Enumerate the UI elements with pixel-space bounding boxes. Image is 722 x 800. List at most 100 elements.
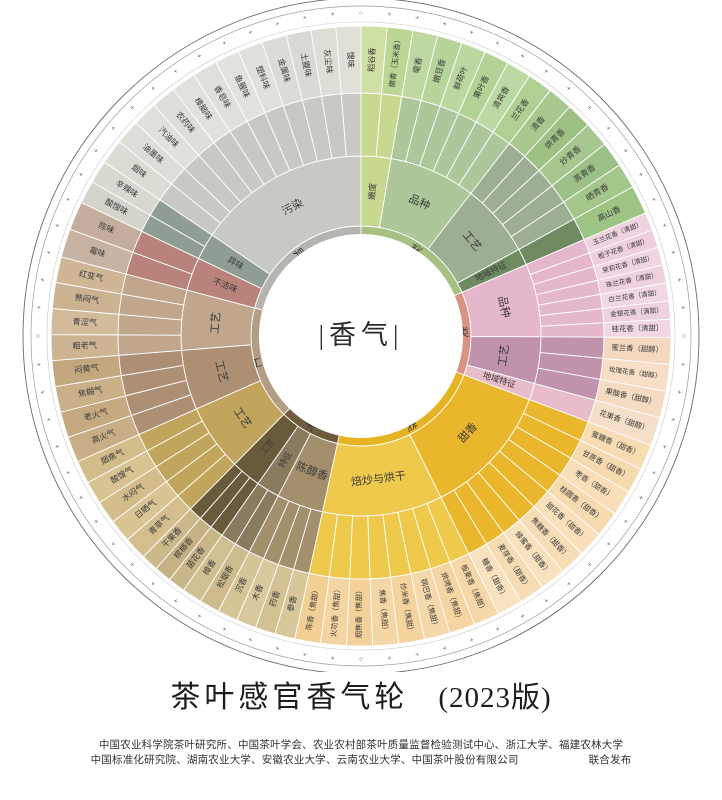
outer-ring-plus-tick: + xyxy=(302,650,308,660)
outer-ring-plus-tick: + xyxy=(649,196,659,204)
outer-ring-plus-tick: + xyxy=(91,146,101,155)
outer-ring-plus-tick: + xyxy=(330,653,335,662)
outer-ring-plus-tick: + xyxy=(621,517,631,526)
ring4-label: 灰尘味 xyxy=(322,49,335,75)
outer-ring-plus-tick: + xyxy=(678,305,687,310)
outer-ring-plus-tick: + xyxy=(149,84,158,94)
ring4-label: 烟焦香（焦甜） xyxy=(354,587,363,639)
ring4-label: 蜜兰香（甜醇） xyxy=(611,343,663,354)
outer-ring-plus-tick: + xyxy=(34,362,43,367)
outer-ring-plus-tick: + xyxy=(441,643,447,653)
outer-ring-plus-tick: + xyxy=(330,9,335,18)
ring2-label: 嫩度 xyxy=(366,182,377,200)
outer-ring-plus-tick: + xyxy=(149,579,158,589)
outer-ring-plus-tick: + xyxy=(675,277,685,283)
center-label: |香气| xyxy=(319,320,404,350)
ring2-label: 工艺 xyxy=(496,344,512,368)
footer-line-2: 中国标准化研究院、湖南农业大学、安徽农业大学、云南农业大学、中国茶叶股份有限公司… xyxy=(0,753,722,768)
outer-ring-circle-tick: ○ xyxy=(35,334,42,338)
outer-ring-plus-tick: + xyxy=(542,596,551,606)
outer-ring-plus-tick: + xyxy=(34,305,43,310)
outer-ring-plus-tick: + xyxy=(678,362,687,367)
ring3-segment[interactable] xyxy=(349,515,371,580)
outer-ring-plus-tick: + xyxy=(585,103,594,112)
outer-ring-plus-tick: + xyxy=(387,9,392,18)
outer-ring-plus-tick: + xyxy=(128,560,137,569)
outer-ring-plus-tick: + xyxy=(542,66,551,76)
outer-ring-plus-tick: + xyxy=(221,38,229,48)
outer-ring-plus-tick: + xyxy=(564,579,573,589)
ring4-label: 粗老气 xyxy=(72,340,97,351)
ring4-label: 桂花香（清甜） xyxy=(611,323,663,333)
outer-ring-plus-tick: + xyxy=(52,443,62,450)
outer-ring-plus-tick: + xyxy=(195,611,203,621)
ring4-label: 焦糊气 xyxy=(77,384,103,399)
ring2-label: 工艺 xyxy=(208,311,223,334)
outer-ring-plus-tick: + xyxy=(76,494,86,502)
outer-ring-plus-tick: + xyxy=(494,624,502,634)
outer-ring-plus-tick: + xyxy=(247,635,254,645)
outer-ring-plus-tick: + xyxy=(494,38,502,48)
outer-ring-plus-tick: + xyxy=(247,27,254,37)
ring2-label: 品种 xyxy=(495,294,513,318)
outer-ring-plus-tick: + xyxy=(128,103,137,112)
ring4-label: 闷黄气 xyxy=(74,362,100,375)
page-title: 茶叶感官香气轮 xyxy=(170,681,409,714)
outer-ring-plus-tick: + xyxy=(519,611,527,621)
ring4-label: 药香 xyxy=(267,589,282,608)
outer-ring-plus-tick: + xyxy=(668,416,678,422)
outer-ring-plus-tick: + xyxy=(585,560,594,569)
outer-ring-plus-tick: + xyxy=(63,196,73,204)
ring4-label: 馊味 xyxy=(346,51,357,68)
outer-ring-plus-tick: + xyxy=(660,443,670,450)
outer-ring-circle-tick: ○ xyxy=(359,10,363,17)
ring4-label: 土腥味 xyxy=(299,52,314,78)
outer-ring-plus-tick: + xyxy=(636,494,646,502)
ring4-label: 熟闷气 xyxy=(74,292,100,305)
outer-ring-plus-tick: + xyxy=(621,146,631,155)
outer-ring-plus-tick: + xyxy=(675,389,685,395)
outer-ring-plus-tick: + xyxy=(76,170,86,178)
outer-ring-plus-tick: + xyxy=(302,13,308,23)
outer-ring-plus-tick: + xyxy=(468,635,475,645)
outer-ring-plus-tick: + xyxy=(52,222,62,229)
outer-ring-plus-tick: + xyxy=(387,653,392,662)
outer-ring-plus-tick: + xyxy=(221,624,229,634)
outer-ring-circle-tick: ○ xyxy=(680,334,687,338)
outer-ring-plus-tick: + xyxy=(649,469,659,477)
footer-block: 中国农业科学院茶叶研究所、中国茶叶学会、农业农村部茶叶质量监督检验测试中心、浙江… xyxy=(0,738,722,768)
footer-line-1: 中国农业科学院茶叶研究所、中国茶叶学会、农业农村部茶叶质量监督检验测试中心、浙江… xyxy=(98,740,624,751)
outer-ring-plus-tick: + xyxy=(604,124,614,133)
chart-title-block: 茶叶感官香气轮 (2023版) xyxy=(0,672,722,716)
outer-ring-plus-tick: + xyxy=(63,469,73,477)
ring4-label: 参香 xyxy=(285,595,299,613)
outer-ring-plus-tick: + xyxy=(44,416,54,422)
outer-ring-plus-tick: + xyxy=(660,222,670,229)
outer-ring-plus-tick: + xyxy=(38,277,48,283)
outer-ring-plus-tick: + xyxy=(44,249,54,255)
outer-ring-plus-tick: + xyxy=(564,84,573,94)
title-year: (2023版) xyxy=(438,682,552,714)
outer-ring-plus-tick: + xyxy=(414,650,420,660)
outer-ring-plus-tick: + xyxy=(274,643,280,653)
outer-ring-plus-tick: + xyxy=(195,51,203,61)
outer-ring-plus-tick: + xyxy=(274,19,280,29)
ring4-label: 焦香（焦甜） xyxy=(378,589,391,634)
outer-ring-plus-tick: + xyxy=(414,13,420,23)
outer-ring-circle-tick: ○ xyxy=(359,655,363,662)
outer-ring-plus-tick: + xyxy=(91,517,101,526)
outer-ring-plus-tick: + xyxy=(468,27,475,37)
aroma-wheel-figure: 草本类嫩度稻谷香嫩香（玉米香）品种毫香嫩豆香鲜荷叶栗叶香清爽香兰花香工艺清香烘青… xyxy=(22,0,700,672)
outer-ring-plus-tick: + xyxy=(668,249,678,255)
outer-ring-plus-tick: + xyxy=(109,124,119,133)
outer-ring-plus-tick: + xyxy=(38,389,48,395)
footer-issuer: 联合发布 xyxy=(588,755,632,766)
ring4-segment[interactable] xyxy=(335,25,362,95)
ring4-label: 霉味 xyxy=(88,245,107,259)
outer-ring-plus-tick: + xyxy=(636,170,646,178)
outer-ring-plus-tick: + xyxy=(171,66,180,76)
footer-orgs-2: 中国标准化研究院、湖南农业大学、安徽农业大学、云南农业大学、中国茶叶股份有限公司 xyxy=(90,755,519,766)
aroma-wheel-svg: 草本类嫩度稻谷香嫩香（玉米香）品种毫香嫩豆香鲜荷叶栗叶香清爽香兰花香工艺清香烘青… xyxy=(22,0,700,672)
ring4-label: 稻谷香 xyxy=(366,47,377,72)
ring4-label: 毫香 xyxy=(411,56,424,74)
